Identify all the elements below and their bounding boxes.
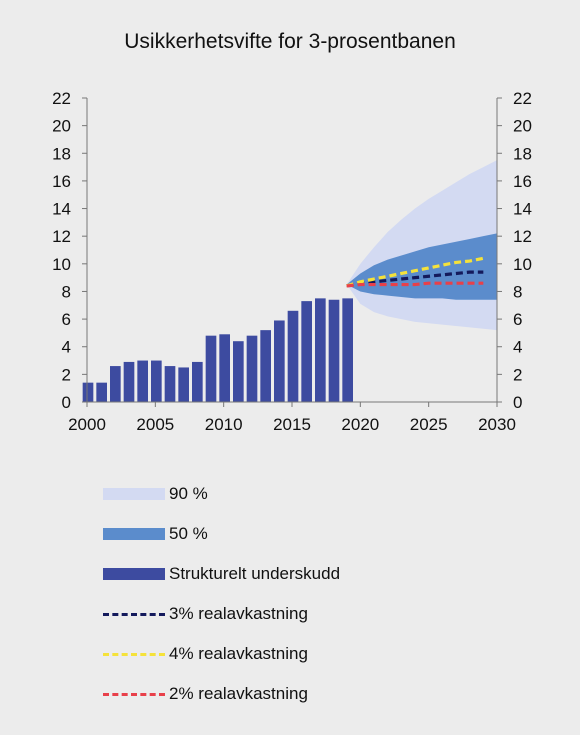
x-tick-label: 2020	[341, 415, 379, 434]
legend-item-line3: 3% realavkastning	[103, 594, 340, 634]
y-tick-label-right: 0	[513, 393, 522, 412]
bar-2006	[164, 366, 176, 402]
legend-item-band50: 50 %	[103, 514, 340, 554]
y-tick-label-right: 6	[513, 310, 522, 329]
bar-2003	[123, 361, 135, 402]
y-tick-label-right: 20	[513, 117, 532, 136]
x-tick-label: 2005	[136, 415, 174, 434]
bar-2014	[274, 320, 285, 402]
y-tick-label-right: 10	[513, 255, 532, 274]
y-tick-label-right: 16	[513, 172, 532, 191]
legend-item-bars: Strukturelt underskudd	[103, 554, 340, 594]
y-tick-label-left: 6	[62, 310, 71, 329]
bar-2009	[205, 335, 217, 402]
y-tick-label-right: 2	[513, 365, 522, 384]
y-tick-label-right: 22	[513, 89, 532, 108]
legend-label-line4: 4% realavkastning	[169, 644, 308, 663]
y-tick-label-left: 18	[52, 144, 71, 163]
y-tick-label-left: 4	[62, 338, 71, 357]
bar-2000	[82, 382, 94, 402]
y-tick-label-left: 12	[52, 227, 71, 246]
bar-2017	[315, 298, 326, 402]
y-tick-label-right: 8	[513, 282, 522, 301]
bar-layer	[82, 298, 353, 402]
legend-label-bars: Strukturelt underskudd	[169, 564, 341, 583]
legend-swatch-band50	[103, 528, 165, 540]
line-2pct	[346, 281, 484, 288]
bar-2010	[219, 334, 230, 402]
x-tick-label: 2010	[205, 415, 243, 434]
bar-2015	[287, 310, 299, 402]
bar-2007	[178, 367, 189, 402]
y-tick-label-right: 18	[513, 144, 532, 163]
y-tick-label-right: 4	[513, 338, 522, 357]
legend-swatch-band90	[103, 488, 165, 500]
y-tick-label-left: 20	[52, 117, 71, 136]
legend-swatch-bars	[103, 568, 165, 580]
y-tick-label-left: 0	[62, 393, 71, 412]
x-tick-label: 2025	[410, 415, 448, 434]
bar-2001	[96, 382, 107, 402]
x-tick-label: 2015	[273, 415, 311, 434]
legend-item-line4: 4% realavkastning	[103, 634, 340, 674]
bar-2008	[192, 361, 203, 402]
x-tick-label: 2000	[68, 415, 106, 434]
y-tick-label-left: 22	[52, 89, 71, 108]
legend-swatch-line4	[103, 652, 165, 656]
bar-2019	[342, 298, 353, 402]
line-layer	[346, 256, 484, 288]
legend-item-line2: 2% realavkastning	[103, 674, 340, 714]
bar-2013	[260, 330, 271, 402]
y-tick-label-left: 10	[52, 255, 71, 274]
legend-label-band90: 90 %	[169, 484, 208, 503]
line-3pct	[346, 270, 484, 288]
x-tick-label: 2030	[478, 415, 516, 434]
bar-2016	[301, 301, 312, 402]
y-tick-label-right: 14	[513, 200, 532, 219]
legend-label-band50: 50 %	[169, 524, 208, 543]
y-tick-label-left: 2	[62, 365, 71, 384]
bar-2004	[137, 360, 148, 402]
bar-2018	[328, 299, 340, 402]
legend-item-band90: 90 %	[103, 474, 340, 514]
y-tick-label-right: 12	[513, 227, 532, 246]
legend-label-line2: 2% realavkastning	[169, 684, 308, 703]
bar-2002	[110, 366, 121, 402]
y-tick-label-left: 16	[52, 172, 71, 191]
y-tick-label-left: 8	[62, 282, 71, 301]
legend: 90 % 50 % Strukturelt underskudd 3% real…	[103, 474, 340, 714]
legend-swatch-line2	[103, 692, 165, 696]
y-tick-label-left: 14	[52, 200, 71, 219]
bar-2005	[151, 360, 162, 402]
legend-label-line3: 3% realavkastning	[169, 604, 308, 623]
line-4pct	[346, 256, 484, 288]
bar-2012	[246, 335, 258, 402]
chart-title: Usikkerhetsvifte for 3-prosentbanen	[124, 30, 456, 53]
legend-swatch-line3	[103, 612, 165, 616]
bar-2011	[233, 341, 244, 402]
